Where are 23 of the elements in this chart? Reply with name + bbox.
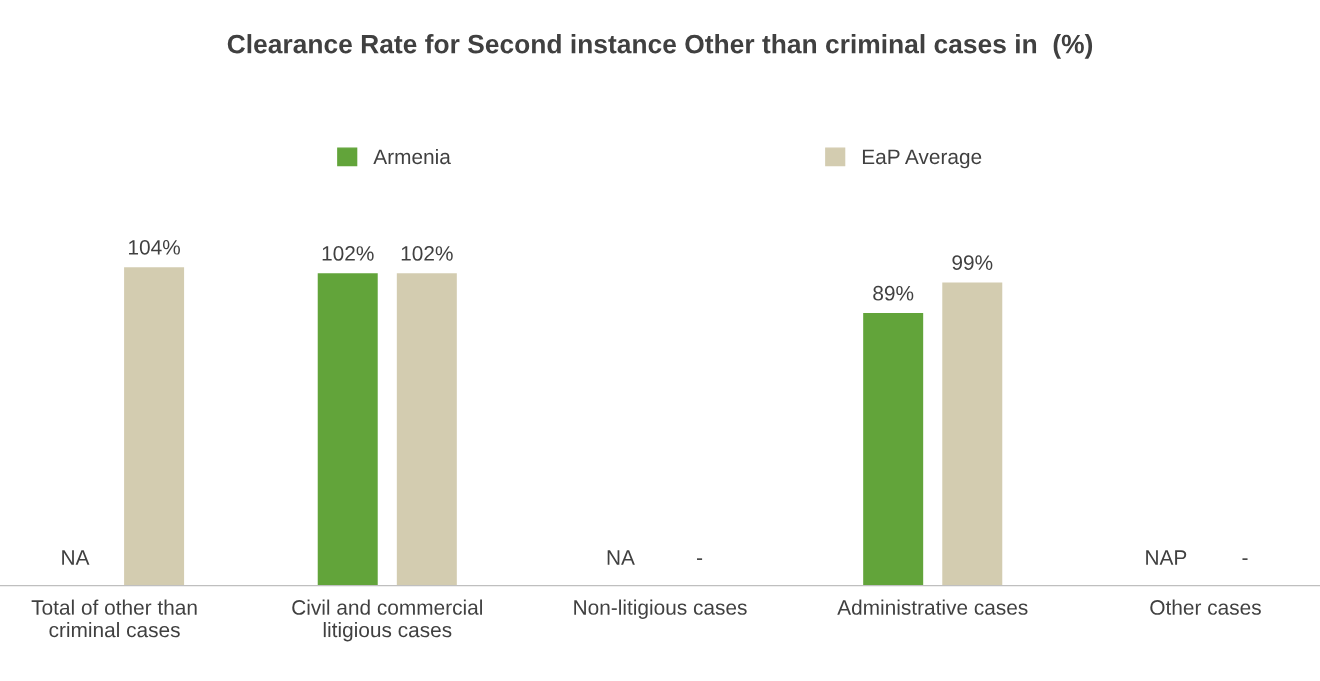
- x-tick-label: Civil and commercial litigious cases: [292, 599, 482, 642]
- bar: [124, 267, 185, 586]
- x-tick-label: Non-litigious cases: [574, 599, 747, 619]
- data-label: 99%: [952, 255, 993, 270]
- data-label: 89%: [873, 285, 914, 301]
- bar: [396, 273, 457, 586]
- x-tick-label: Total of other than criminal cases: [31, 599, 197, 638]
- data-label: 102%: [322, 246, 374, 261]
- text: NAP: [1146, 550, 1187, 565]
- legend-label: EaP Average: [862, 149, 982, 169]
- bar: [317, 273, 378, 586]
- bar: [942, 282, 1003, 586]
- data-label: 104%: [129, 239, 180, 255]
- legend-label: Armenia: [373, 148, 451, 165]
- text: NA: [62, 550, 90, 565]
- chart-title: Clearance Rate for Second instance Other than criminal cases in (%): [227, 34, 1093, 59]
- data-label: 102%: [401, 246, 453, 261]
- text: -: [697, 558, 703, 560]
- text: -: [1242, 558, 1248, 560]
- text: NA: [607, 550, 635, 565]
- bar: [863, 313, 924, 586]
- x-tick-label: Other cases: [1150, 599, 1261, 615]
- x-tick-label: Administrative cases: [837, 599, 1028, 615]
